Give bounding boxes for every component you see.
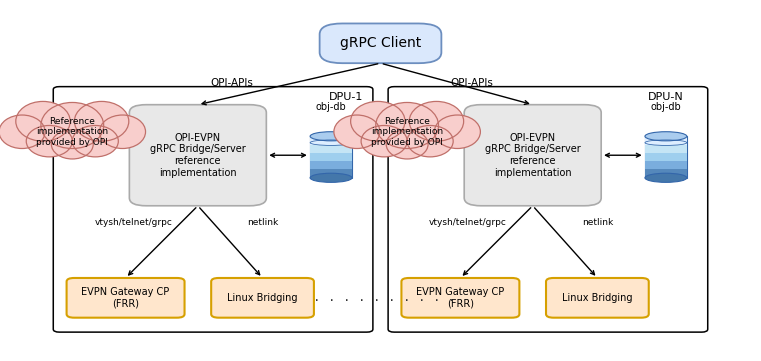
Ellipse shape: [41, 103, 103, 148]
Bar: [310, 144, 352, 153]
Ellipse shape: [645, 173, 687, 182]
FancyBboxPatch shape: [402, 278, 520, 318]
Text: vtysh/telnet/grpc: vtysh/telnet/grpc: [429, 218, 507, 226]
Text: OPI-APIs: OPI-APIs: [451, 78, 493, 88]
Ellipse shape: [100, 115, 145, 148]
Text: DPU-N: DPU-N: [648, 92, 683, 103]
Ellipse shape: [16, 101, 70, 141]
Ellipse shape: [387, 130, 428, 159]
Bar: [310, 170, 352, 178]
Ellipse shape: [361, 126, 407, 157]
FancyBboxPatch shape: [320, 23, 441, 63]
Text: netlink: netlink: [247, 218, 279, 226]
Text: vtysh/telnet/grpc: vtysh/telnet/grpc: [94, 218, 172, 226]
Ellipse shape: [310, 173, 352, 182]
Ellipse shape: [645, 132, 687, 141]
Text: OPI-EVPN
gRPC Bridge/Server
reference
implementation: OPI-EVPN gRPC Bridge/Server reference im…: [150, 133, 246, 178]
Bar: [645, 144, 687, 153]
Bar: [645, 136, 687, 178]
Text: gRPC Client: gRPC Client: [340, 36, 421, 50]
Text: Linux Bridging: Linux Bridging: [562, 293, 632, 303]
FancyBboxPatch shape: [129, 105, 266, 206]
Bar: [310, 136, 352, 145]
Text: EVPN Gateway CP
(FRR): EVPN Gateway CP (FRR): [416, 287, 505, 309]
Text: Linux Bridging: Linux Bridging: [228, 293, 298, 303]
Text: OPI-EVPN
gRPC Bridge/Server
reference
implementation: OPI-EVPN gRPC Bridge/Server reference im…: [485, 133, 581, 178]
Ellipse shape: [351, 101, 405, 141]
Ellipse shape: [376, 103, 438, 148]
Ellipse shape: [0, 115, 45, 148]
Ellipse shape: [72, 126, 119, 157]
Ellipse shape: [435, 115, 480, 148]
Bar: [310, 136, 352, 178]
FancyBboxPatch shape: [53, 87, 373, 332]
Ellipse shape: [407, 126, 454, 157]
Text: Reference
implementation
provided by OPI: Reference implementation provided by OPI: [371, 117, 443, 147]
FancyBboxPatch shape: [211, 278, 314, 318]
Bar: [645, 170, 687, 178]
Text: EVPN Gateway CP
(FRR): EVPN Gateway CP (FRR): [81, 287, 170, 309]
Bar: [645, 136, 687, 145]
Bar: [310, 153, 352, 161]
Text: obj-db: obj-db: [651, 102, 681, 112]
Text: netlink: netlink: [581, 218, 613, 226]
Bar: [310, 161, 352, 170]
Ellipse shape: [310, 132, 352, 141]
Bar: [645, 153, 687, 161]
FancyBboxPatch shape: [546, 278, 648, 318]
FancyBboxPatch shape: [67, 278, 184, 318]
Ellipse shape: [409, 101, 463, 141]
Ellipse shape: [75, 101, 129, 141]
Bar: [645, 161, 687, 170]
Text: . . . . . . . . . .: . . . . . . . . . .: [313, 291, 456, 304]
Text: obj-db: obj-db: [316, 102, 346, 112]
Ellipse shape: [52, 130, 93, 159]
Text: OPI-APIs: OPI-APIs: [211, 78, 253, 88]
Ellipse shape: [334, 115, 380, 148]
Ellipse shape: [26, 126, 72, 157]
Text: Reference
implementation
provided by OPI: Reference implementation provided by OPI: [37, 117, 108, 147]
FancyBboxPatch shape: [464, 105, 601, 206]
Text: DPU-1: DPU-1: [329, 92, 364, 103]
FancyBboxPatch shape: [388, 87, 708, 332]
